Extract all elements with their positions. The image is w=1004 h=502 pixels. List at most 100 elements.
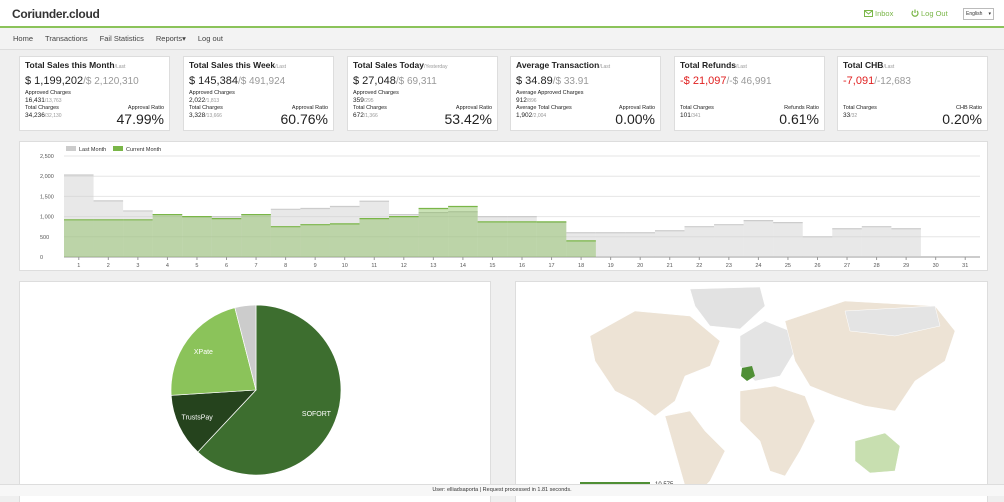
x-tick-label: 9	[314, 263, 317, 269]
row-last: /295	[363, 98, 374, 104]
x-tick-label: 14	[460, 263, 466, 269]
card-title-text: Total Sales this Month	[25, 60, 115, 70]
card-title: Total CHB/Last	[843, 60, 894, 70]
y-tick-label: 2,500	[40, 154, 54, 160]
ratio-label: CHB Ratio	[956, 105, 982, 111]
step-bar	[182, 216, 212, 257]
language-value: English	[966, 11, 983, 17]
x-tick-label: 12	[401, 263, 407, 269]
north-america	[589, 310, 721, 417]
pie-label: TrustsPay	[182, 415, 214, 422]
x-tick-label: 13	[430, 263, 436, 269]
card-value: -$ 21,097/-$ 46,991	[680, 75, 772, 87]
footer: User: elliadsaporta | Request processed …	[0, 484, 1004, 496]
step-bar	[684, 226, 715, 257]
x-tick-label: 19	[608, 263, 614, 269]
x-tick-label: 30	[933, 263, 939, 269]
row-last: /32	[850, 113, 858, 119]
card-value: $ 1,199,202/$ 2,120,310	[25, 75, 139, 87]
x-tick-label: 10	[342, 263, 348, 269]
step-bar	[448, 211, 478, 257]
step-bar	[507, 221, 537, 257]
card-title: Total Sales this Week/Last	[189, 60, 286, 70]
row-last: /32,130	[44, 113, 62, 119]
x-tick-label: 15	[489, 263, 495, 269]
card-period: /Last	[114, 64, 126, 70]
language-select[interactable]: English ▾	[963, 8, 994, 20]
south-america	[664, 410, 726, 497]
inbox-link[interactable]: Inbox	[875, 9, 894, 18]
row-last: /341	[690, 113, 701, 119]
x-tick-label: 24	[755, 263, 761, 269]
nav-item[interactable]: Log out	[197, 34, 223, 43]
inbox-icon	[864, 10, 873, 17]
ratio-value: 47.99%	[116, 111, 164, 127]
step-bar	[359, 201, 390, 257]
x-tick-label: 4	[166, 263, 169, 269]
y-tick-label: 1,000	[40, 215, 54, 221]
x-tick-label: 28	[874, 263, 880, 269]
row-value: 2,022/1,813	[189, 97, 219, 104]
step-bar	[536, 221, 567, 257]
card-title-text: Average Transaction	[516, 60, 600, 70]
x-tick-label: 29	[903, 263, 909, 269]
card-value: $ 145,384/$ 491,924	[189, 75, 285, 87]
step-bar	[300, 208, 330, 257]
legend-swatch	[66, 146, 76, 151]
row-value-text: 101	[680, 112, 691, 119]
ratio-label: Approval Ratio	[455, 105, 492, 111]
africa	[739, 385, 816, 477]
logout-link[interactable]: Log Out	[921, 9, 948, 18]
step-bar	[448, 206, 478, 257]
step-bar	[714, 224, 744, 257]
logo[interactable]: Coriunder.cloud	[12, 7, 100, 21]
x-tick-label: 20	[637, 263, 643, 269]
pie-slice	[170, 389, 257, 453]
row-value: 16,431/13,763	[25, 97, 62, 104]
y-tick-label: 2,000	[40, 174, 54, 180]
card-period: /Yesterday	[424, 64, 448, 70]
step-bar	[625, 232, 655, 257]
step-bar	[123, 219, 153, 257]
ratio-value: 60.76%	[280, 111, 328, 127]
pie-slice	[170, 307, 257, 396]
step-bar	[389, 214, 419, 257]
row-last: /13,666	[205, 113, 222, 119]
y-tick-label: 0	[40, 255, 43, 261]
row-label: Total Charges	[25, 105, 59, 111]
card-value-text: $ 1,199,202	[25, 75, 84, 87]
x-tick-label: 21	[667, 263, 673, 269]
nav-item[interactable]: Fail Statistics	[99, 34, 144, 43]
legend-label: Last Month	[79, 147, 106, 153]
x-tick-label: 17	[548, 263, 554, 269]
y-tick-label: 500	[40, 235, 49, 241]
russia	[844, 305, 941, 337]
row-value: 672/1,366	[353, 112, 378, 119]
nav-item[interactable]: Reports▾	[155, 34, 186, 43]
ratio-label: Approval Ratio	[127, 105, 164, 111]
row-value-text: 359	[353, 97, 364, 104]
row-label: Average Approved Charges	[516, 90, 584, 96]
map-legend-bar	[580, 482, 650, 485]
ratio-label: Approval Ratio	[618, 105, 655, 111]
step-bar	[359, 218, 390, 257]
nav-item[interactable]: Transactions	[45, 34, 88, 43]
x-tick-label: 16	[519, 263, 525, 269]
card-period: /Last	[275, 64, 286, 70]
nav-item[interactable]: Home	[13, 34, 34, 43]
card-value: -7,091/-12,683	[843, 75, 911, 87]
card-last: /$ 33.91	[552, 76, 589, 87]
card-title-text: Total Sales this Week	[189, 60, 276, 70]
card-value: $ 27,048/$ 69,311	[353, 75, 437, 87]
row-value: 101/341	[680, 112, 701, 119]
ratio-value: 0.00%	[615, 111, 655, 127]
x-tick-label: 3	[136, 263, 139, 269]
step-bar	[861, 226, 892, 257]
card-title: Average Transaction/Last	[516, 60, 610, 70]
x-tick-label: 26	[814, 263, 820, 269]
step-bar	[743, 220, 774, 257]
card-value-text: $ 27,048	[353, 75, 396, 87]
step-bar	[329, 223, 360, 257]
x-tick-label: 23	[726, 263, 732, 269]
x-tick-label: 2	[107, 263, 110, 269]
